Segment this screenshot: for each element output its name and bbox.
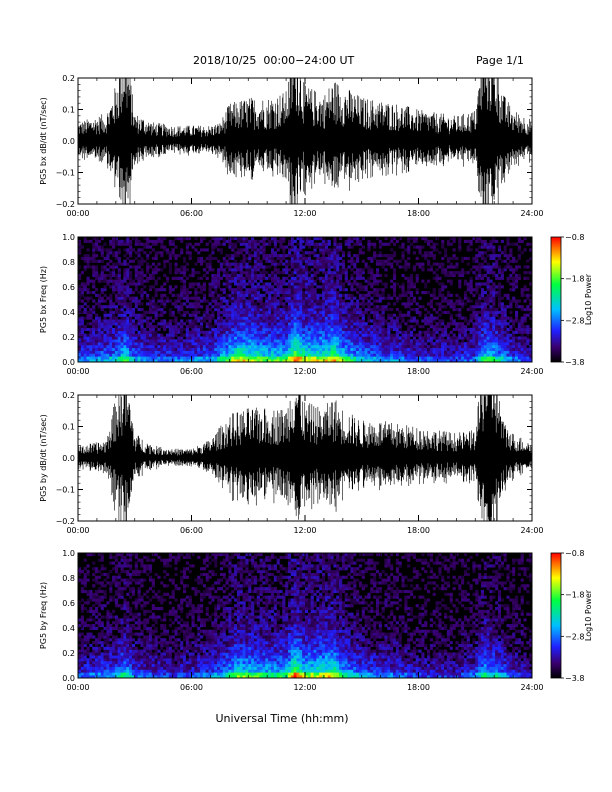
y-tick-label: 0.0 [62,358,75,367]
colorbar [550,552,562,679]
x-tick-label: 00:00 [66,683,89,692]
y-axis-label: PG5 by Freq (Hz) [39,582,48,649]
x-axis-label: Universal Time (hh:mm) [216,712,349,725]
y-tick-label: −0.2 [56,517,75,526]
x-tick-label: 18:00 [407,526,430,535]
colorbar-tick-label: −3.8 [565,358,584,367]
dbdt-trace [78,395,532,521]
panels: 00:00 06:00 12:00 18:00 24:00 0.2 0.1 0.0 −0.1 −0… [39,74,593,692]
colorbar-tick-label: −1.8 [565,591,584,600]
y-tick-label: 1.0 [62,233,75,242]
y-tick-label: 0.0 [62,137,75,146]
x-tick-label: 12:00 [293,526,316,535]
y-axis-label: PG5 bx dB/dt (nT/sec) [39,97,48,184]
colorbar [550,236,562,363]
x-tick-label: 18:00 [407,367,430,376]
y-tick-label: 0.4 [62,308,75,317]
y-tick-label: 0.0 [62,454,75,463]
y-tick-label: −0.2 [56,200,75,209]
y-tick-label: 0.1 [62,106,75,115]
x-tick-label: 24:00 [520,683,543,692]
figure-title: 2018/10/25 00:00−24:00 UT [193,54,355,67]
y-tick-label: −0.1 [56,169,75,178]
x-tick-label: 06:00 [180,367,203,376]
y-tick-label: −0.1 [56,486,75,495]
x-tick-label: 06:00 [180,683,203,692]
y-tick-label: 0.1 [62,423,75,432]
x-tick-label: 24:00 [520,526,543,535]
x-tick-label: 12:00 [293,683,316,692]
panel-3: 00:00 06:00 12:00 18:00 24:00 0.2 0.1 0.0 −0.1 −0… [39,391,544,535]
x-tick-label: 06:00 [180,209,203,218]
x-tick-label: 00:00 [66,367,89,376]
y-tick-label: 0.2 [62,333,75,342]
y-tick-label: 0.8 [62,574,75,583]
y-axis-label: PG5 by dB/dt (nT/sec) [39,414,48,501]
x-tick-label: 24:00 [520,367,543,376]
y-tick-label: 0.4 [62,624,75,633]
panel-1: 00:00 06:00 12:00 18:00 24:00 0.2 0.1 0.0 −0.1 −0… [39,74,544,218]
colorbar-tick-label: −0.8 [565,549,584,558]
y-tick-label: 0.2 [62,649,75,658]
colorbar-tick-label: −0.8 [565,233,584,242]
trace-path [78,78,532,204]
colorbar-tick-label: −3.8 [565,674,584,683]
page-indicator: Page 1/1 [476,54,524,67]
y-tick-label: 0.2 [62,74,75,83]
x-tick-label: 12:00 [293,367,316,376]
colorbar-tick-label: −2.8 [565,632,584,641]
x-tick-label: 18:00 [407,209,430,218]
x-tick-label: 00:00 [66,526,89,535]
colorbar-tick-label: −2.8 [565,316,584,325]
colorbar-tick-label: −1.8 [565,275,584,284]
x-tick-label: 24:00 [520,209,543,218]
x-tick-label: 00:00 [66,209,89,218]
y-axis-label: PG5 bx Freq (Hz) [39,266,48,333]
y-tick-label: 0.6 [62,283,75,292]
y-tick-label: 0.2 [62,391,75,400]
y-tick-label: 1.0 [62,549,75,558]
dbdt-trace [78,78,532,204]
x-tick-label: 06:00 [180,526,203,535]
colorbar-label: Log10 Power [584,273,593,325]
y-tick-label: 0.8 [62,258,75,267]
spectrogram-cells [78,553,532,678]
colorbar-label: Log10 Power [584,589,593,641]
y-tick-label: 0.0 [62,674,75,683]
panel-4: −0.8 −1.8 −2.8 −3.8 Log10 Power 00:00 06:00 12:… [39,549,593,692]
panel-2: −0.8 −1.8 −2.8 −3.8 Log10 Power 00:00 06:00 12:… [39,233,593,376]
x-tick-label: 12:00 [293,209,316,218]
spectrogram-cells [78,237,532,362]
y-tick-label: 0.6 [62,599,75,608]
x-tick-label: 18:00 [407,683,430,692]
